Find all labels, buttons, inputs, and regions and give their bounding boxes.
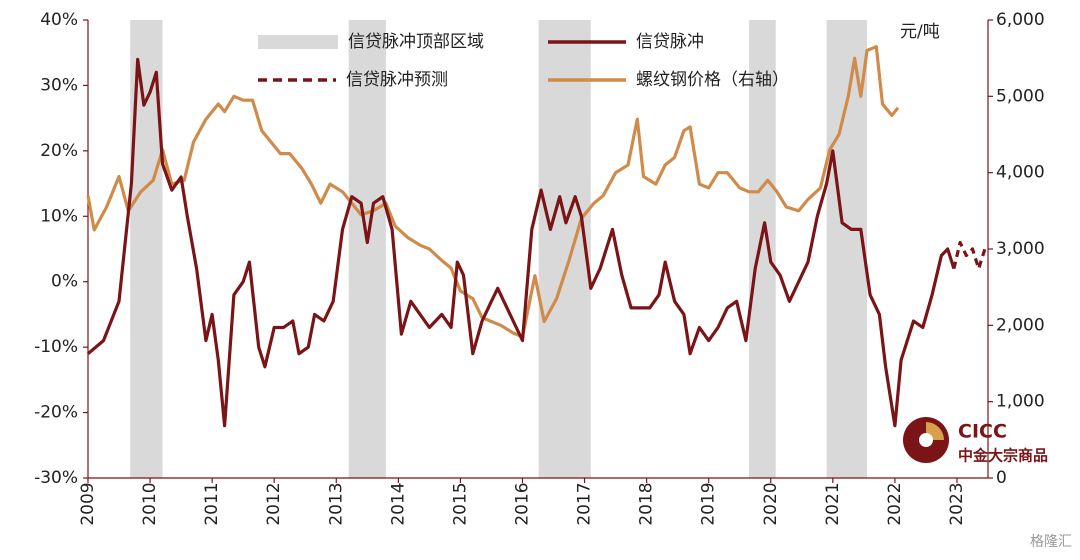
logo: CICC 中金大宗商品	[903, 417, 1048, 465]
legend-label: 信贷脉冲顶部区域	[348, 32, 484, 52]
x-tick-label: 2020	[761, 482, 781, 525]
y-tick-label: 10%	[40, 206, 78, 226]
y2-unit: 元/吨	[900, 22, 940, 42]
y2-tick-label: 1,000	[996, 392, 1045, 412]
y2-tick-label: 5,000	[996, 86, 1045, 106]
y-tick-label: -30%	[34, 468, 78, 488]
x-tick-label: 2011	[202, 482, 222, 525]
series-line	[86, 57, 956, 428]
legend-swatch	[258, 35, 338, 49]
y2-tick-label: 2,000	[996, 315, 1045, 335]
legend-label: 信贷脉冲预测	[346, 70, 448, 90]
y-tick-label: 30%	[40, 75, 78, 95]
logo-hole	[919, 433, 933, 447]
x-tick-label: 2019	[699, 482, 719, 525]
y-tick-label: 0%	[51, 272, 78, 292]
watermark: 格隆汇	[1030, 534, 1072, 550]
shaded-region	[749, 20, 776, 478]
x-tick-label: 2010	[140, 482, 160, 525]
legend-label: 信贷脉冲	[636, 32, 704, 52]
y-tick-label: 40%	[40, 10, 78, 30]
x-tick-label: 2015	[450, 482, 470, 525]
y-tick-label: -10%	[34, 337, 78, 357]
y2-tick-label: 0	[996, 468, 1007, 488]
x-tick-label: 2022	[885, 482, 905, 525]
x-tick-label: 2013	[326, 482, 346, 525]
x-tick-label: 2021	[823, 482, 843, 525]
shaded-region	[538, 20, 591, 478]
y-tick-label: 20%	[40, 141, 78, 161]
y2-tick-label: 6,000	[996, 10, 1045, 30]
series-line	[952, 240, 987, 271]
legend-label: 螺纹钢价格（右轴）	[636, 70, 789, 90]
series-line	[86, 45, 900, 339]
x-tick-label: 2023	[947, 482, 967, 525]
plot: -30% -20% -10% 0% 10% 20% 30% 40% 0 1,000 2,000 3,0…	[34, 10, 1045, 526]
y2-tick-label: 4,000	[996, 163, 1045, 183]
x-tick-label: 2016	[512, 482, 532, 525]
y-tick-label: -20%	[34, 403, 78, 423]
x-tick-label: 2012	[264, 482, 284, 525]
x-tick-label: 2009	[78, 482, 98, 525]
x-tick-label: 2014	[388, 482, 408, 525]
shaded-region	[348, 20, 386, 478]
x-tick-label: 2017	[575, 482, 595, 525]
x-tick-label: 2018	[637, 482, 657, 525]
y2-tick-label: 3,000	[996, 239, 1045, 259]
logo-subtitle: 中金大宗商品	[958, 447, 1048, 465]
logo-brand: CICC	[958, 421, 1007, 443]
